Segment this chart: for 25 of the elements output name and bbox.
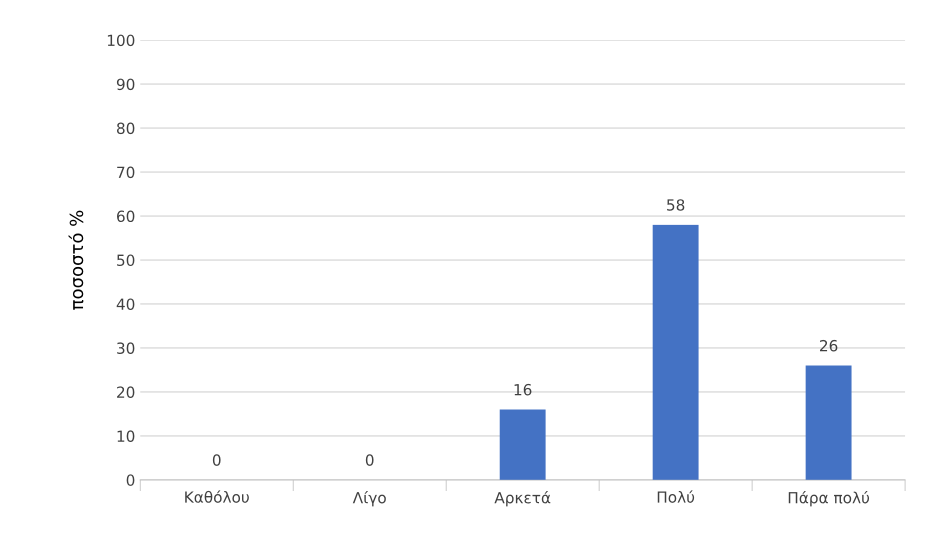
data-label: 58 — [667, 199, 684, 211]
y-tick-label: 30 — [117, 342, 134, 354]
y-tick-label: 70 — [117, 166, 134, 178]
x-tick-label: Αρκετά — [494, 491, 550, 506]
x-tick-label: Πάρα πολύ — [788, 491, 870, 506]
y-tick-label: 20 — [117, 386, 134, 398]
y-tick-label: 40 — [116, 298, 134, 310]
x-tick-label: Πολύ — [658, 490, 694, 503]
data-label: 26 — [820, 340, 838, 352]
y-tick-label: 60 — [117, 210, 134, 222]
y-tick-label: 10 — [118, 430, 134, 442]
bar — [500, 410, 546, 480]
x-tick-label: Λίγο — [352, 491, 386, 506]
data-label: 0 — [212, 454, 221, 466]
y-tick-label: 0 — [126, 474, 134, 486]
bar — [652, 224, 699, 480]
y-tick-label: 100 — [108, 34, 134, 46]
y-axis-title: ποσοστό % — [68, 210, 84, 310]
x-tick-label: Καθόλου — [185, 490, 249, 503]
y-tick-label: 50 — [117, 254, 134, 266]
data-label: 0 — [366, 454, 374, 466]
data-label: 16 — [514, 384, 532, 396]
bar — [806, 366, 852, 480]
y-tick-label: 90 — [116, 78, 134, 90]
y-tick-label: 80 — [116, 122, 134, 134]
